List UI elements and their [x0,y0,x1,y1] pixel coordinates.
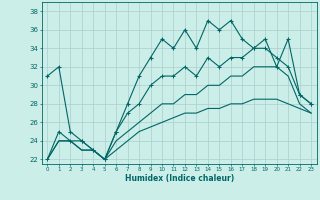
X-axis label: Humidex (Indice chaleur): Humidex (Indice chaleur) [124,174,234,183]
